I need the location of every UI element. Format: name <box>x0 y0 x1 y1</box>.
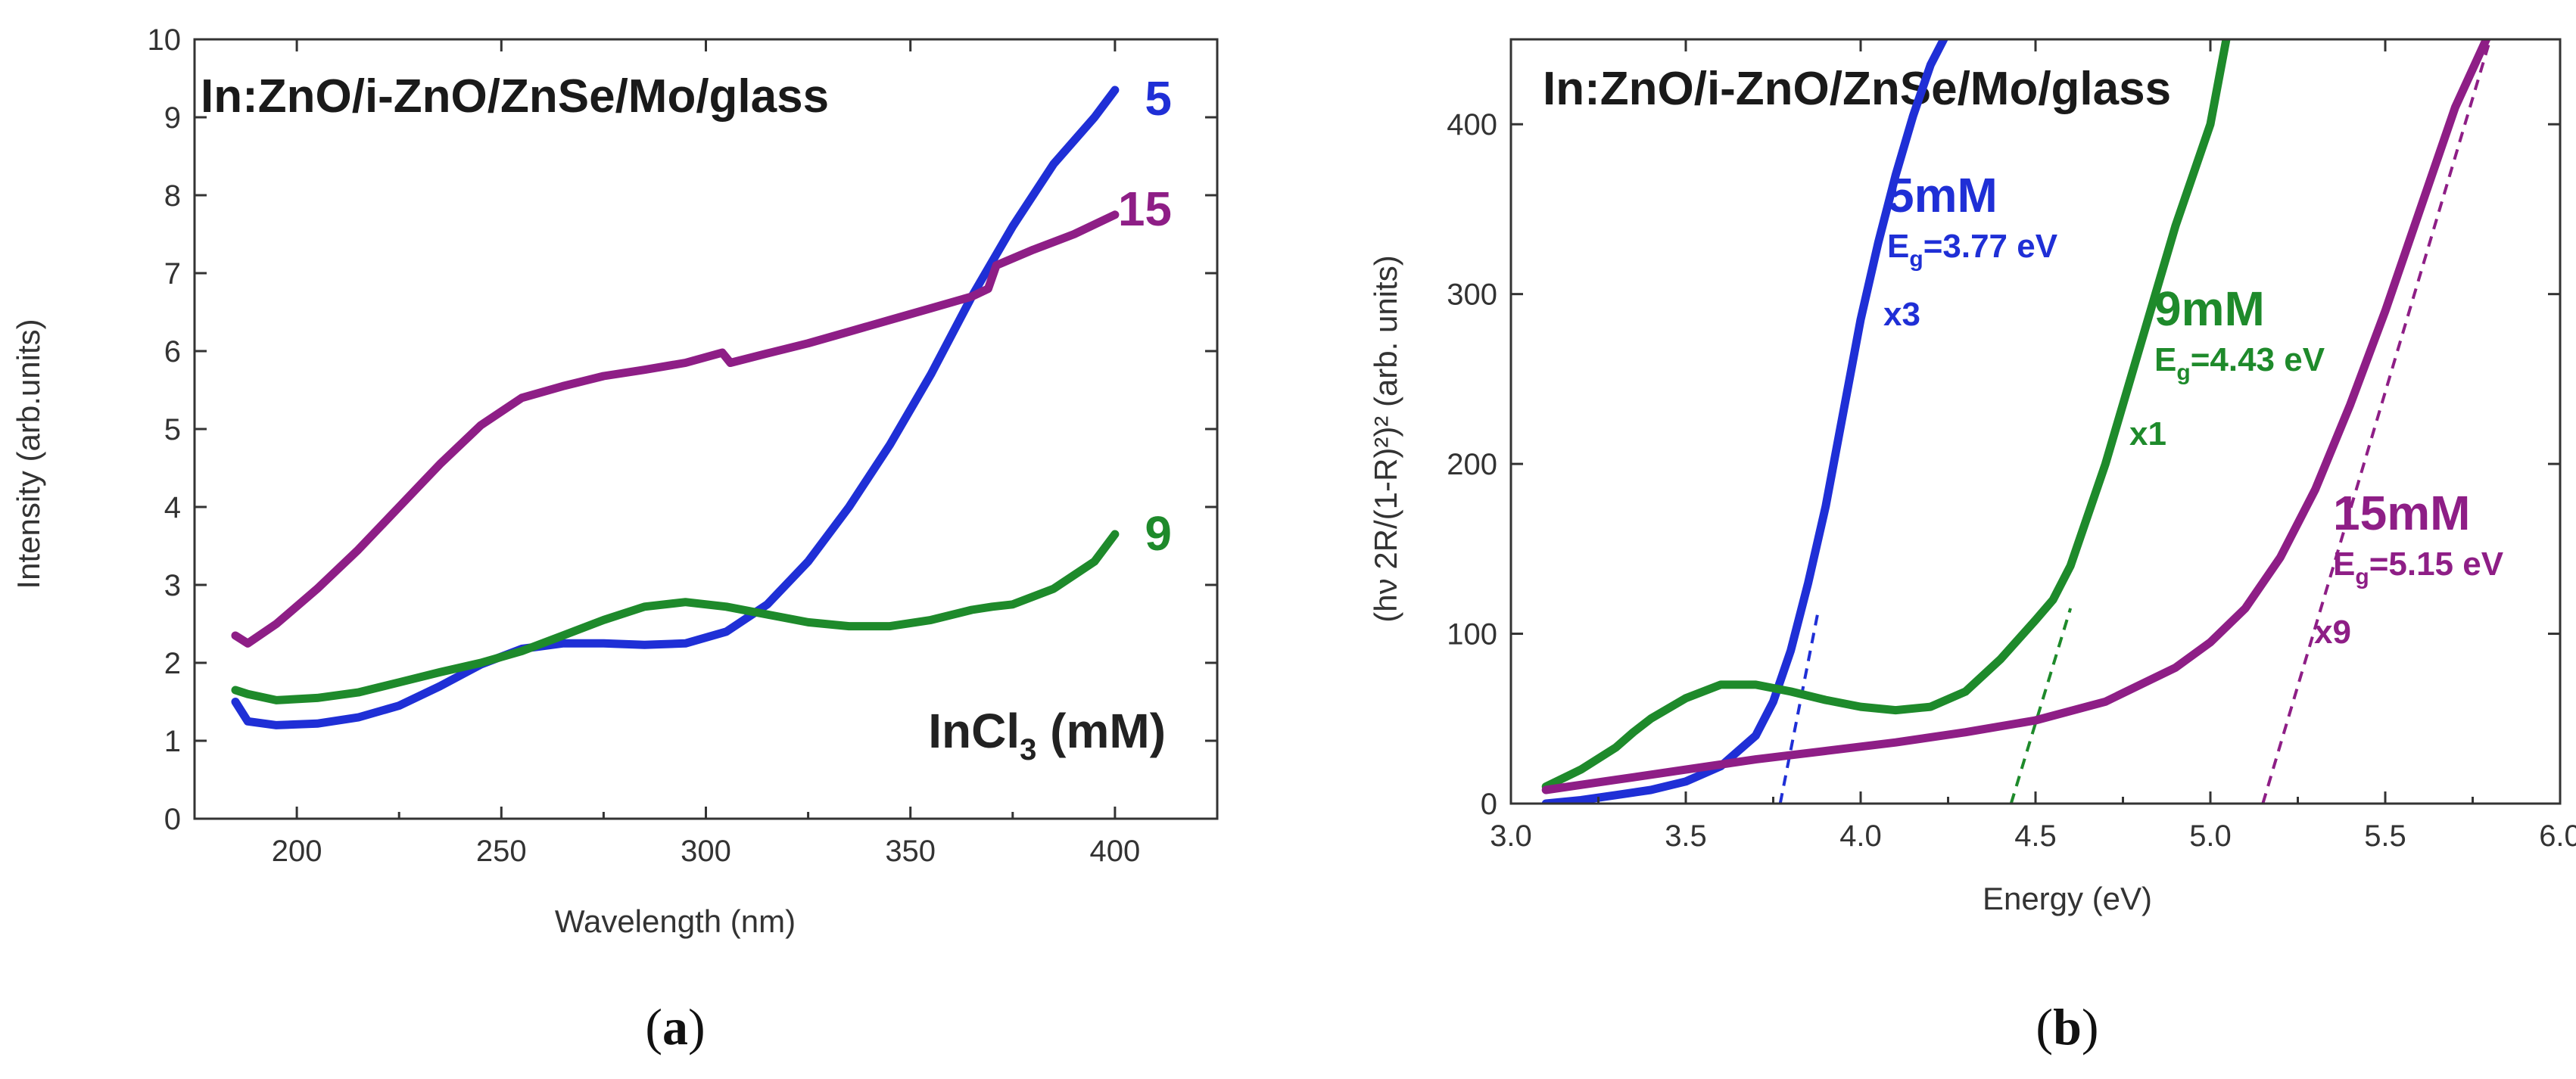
chart-b-fit-line-9mM <box>2009 608 2073 804</box>
chart-b-y-tick-label: 400 <box>1447 108 1497 141</box>
chart-a-y-axis-title: Intensity (arb.units) <box>11 319 46 589</box>
chart-b-bandgap-label-15mM: Eg=5.15 eV <box>2333 546 2504 589</box>
chart-b-x-tick-label: 4.0 <box>1839 819 1882 853</box>
chart-b-bandgap-label-5mM: Eg=3.77 eV <box>1887 228 2058 272</box>
chart-b-scale-label-15mM: x9 <box>2314 614 2351 651</box>
panel-a-chart: In:ZnO/i-ZnO/ZnSe/Mo/glass Wavelength (n… <box>11 23 1219 1056</box>
chart-a-x-tick-label: 400 <box>1090 835 1141 868</box>
chart-b-x-axis-title: Energy (eV) <box>1983 881 2152 916</box>
chart-a-x-tick-label: 250 <box>476 835 527 868</box>
chart-b-y-tick-label: 200 <box>1447 448 1497 481</box>
chart-b-y-tick-label: 0 <box>1481 788 1497 821</box>
chart-a-y-tick-label: 3 <box>164 569 181 602</box>
chart-b-title: In:ZnO/i-ZnO/ZnSe/Mo/glass <box>1543 63 2171 115</box>
chart-a-series-line-15 <box>231 210 1120 648</box>
chart-b-x-tick-label: 3.5 <box>1665 819 1707 853</box>
chart-b-scale-label-5mM: x3 <box>1883 296 1920 333</box>
panel-b-chart: In:ZnO/i-ZnO/ZnSe/Mo/glass Energy (eV) (… <box>1368 38 2576 1056</box>
chart-b-plot-area <box>1541 39 2492 804</box>
chart-a-x-tick-label: 200 <box>272 835 322 868</box>
chart-a-x-axis-title: Wavelength (nm) <box>555 903 796 939</box>
chart-a-series-label-15: 15 <box>1118 182 1172 236</box>
chart-a-y-tick-label: 6 <box>164 335 181 368</box>
chart-a-y-tick-label: 9 <box>164 101 181 135</box>
chart-a-y-tick-label: 2 <box>164 647 181 680</box>
panel-b-caption: (b) <box>2036 998 2098 1056</box>
chart-b-fit-line-5mM <box>1778 608 1821 804</box>
chart-a-series-line-9 <box>231 530 1120 704</box>
chart-a-x-tick-label: 350 <box>885 835 936 868</box>
chart-a-legend-title: InCl3 (mM) <box>928 704 1166 766</box>
chart-b-scale-label-9mM: x1 <box>2129 415 2166 452</box>
chart-b-series-label-9mM: 9mM <box>2154 281 2265 336</box>
chart-a-y-tick-label: 1 <box>164 725 181 758</box>
chart-b-y-tick-label: 100 <box>1447 618 1497 651</box>
chart-a-series-label-5: 5 <box>1145 71 1172 126</box>
chart-a-y-tick-label: 10 <box>148 23 182 57</box>
chart-b-fit-line-15mM <box>2261 39 2492 804</box>
chart-b-x-tick-label: 3.0 <box>1490 819 1532 853</box>
chart-b-y-axis-title: (hν 2R/(1-R)²)² (arb. units) <box>1368 255 1403 622</box>
chart-b-series-line-9mM <box>1541 39 2231 791</box>
chart-b-x-tick-label: 6.0 <box>2539 819 2576 853</box>
chart-a-y-tick-label: 8 <box>164 179 181 213</box>
chart-b-series-label-5mM: 5mM <box>1887 168 1998 222</box>
chart-b-y-tick-label: 300 <box>1447 278 1497 312</box>
chart-b-x-tick-label: 5.5 <box>2364 819 2406 853</box>
chart-b-bandgap-label-9mM: Eg=4.43 eV <box>2154 341 2325 385</box>
chart-a-series-label-9: 9 <box>1145 506 1172 561</box>
chart-b-x-tick-label: 4.5 <box>2014 819 2057 853</box>
chart-a-plot-area <box>231 86 1120 729</box>
chart-b-series-label-15mM: 15mM <box>2333 486 2470 540</box>
chart-a-y-tick-label: 7 <box>164 257 181 291</box>
chart-b-series-line-5mM <box>1541 39 1948 804</box>
chart-b-series-line-15mM <box>1541 39 2491 794</box>
chart-b-frame <box>1509 38 2562 805</box>
chart-b-x-tick-label: 5.0 <box>2189 819 2232 853</box>
chart-a-series-line-5 <box>231 86 1120 729</box>
chart-a-x-tick-label: 300 <box>681 835 731 868</box>
panel-a-caption: (a) <box>645 998 705 1056</box>
chart-a-title: In:ZnO/i-ZnO/ZnSe/Mo/glass <box>201 70 829 123</box>
chart-a-y-tick-label: 5 <box>164 413 181 446</box>
chart-a-y-tick-label: 0 <box>164 803 181 836</box>
chart-a-y-tick-label: 4 <box>164 491 181 524</box>
